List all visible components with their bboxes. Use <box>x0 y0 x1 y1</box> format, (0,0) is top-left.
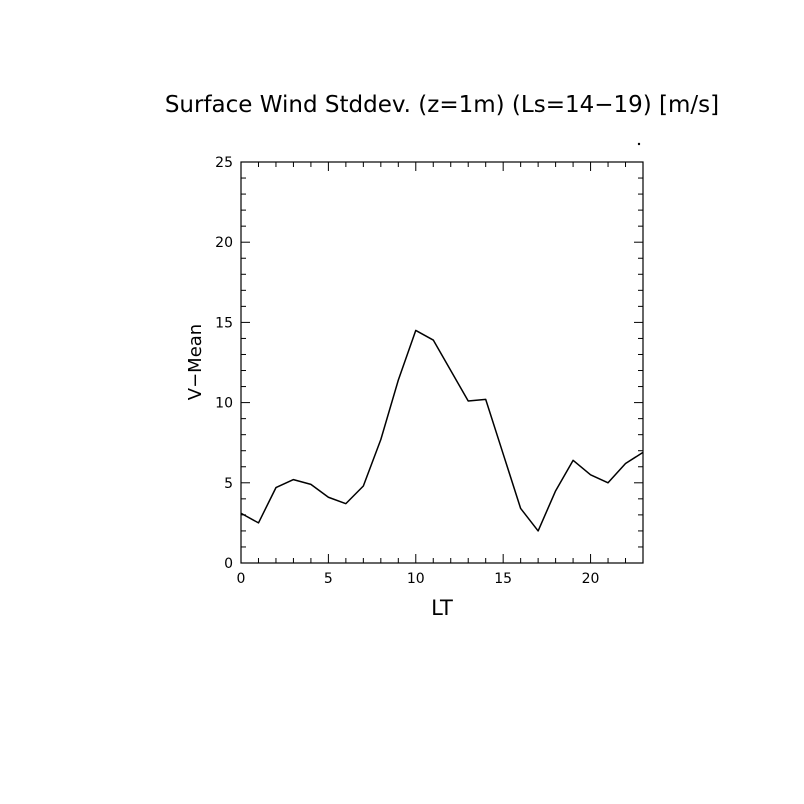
x-tick-label: 10 <box>407 571 425 587</box>
x-tick-label: 20 <box>582 571 600 587</box>
y-tick-label: 5 <box>224 476 233 492</box>
y-tick-label: 15 <box>215 315 233 331</box>
axis-tick-labels: 0 5 10 15 20 0 5 10 15 20 25 <box>215 155 599 587</box>
axis-ticks <box>240 161 644 564</box>
series-line <box>240 329 644 532</box>
chart-title: Surface Wind Stddev. (z=1m) (Ls=14−19) [… <box>165 92 719 118</box>
x-axis-label: LT <box>431 596 453 620</box>
y-tick-label: 25 <box>215 155 233 171</box>
x-tick-label: 0 <box>237 571 246 587</box>
corner-dot-mark <box>637 142 641 146</box>
y-tick-label: 20 <box>215 235 233 251</box>
y-tick-label: 10 <box>215 396 233 412</box>
series-points <box>240 329 644 531</box>
x-tick-label: 5 <box>324 571 333 587</box>
plot-frame <box>240 161 644 564</box>
x-tick-label: 15 <box>494 571 512 587</box>
y-tick-label: 0 <box>224 556 233 572</box>
y-axis-label: V−Mean <box>185 324 206 400</box>
